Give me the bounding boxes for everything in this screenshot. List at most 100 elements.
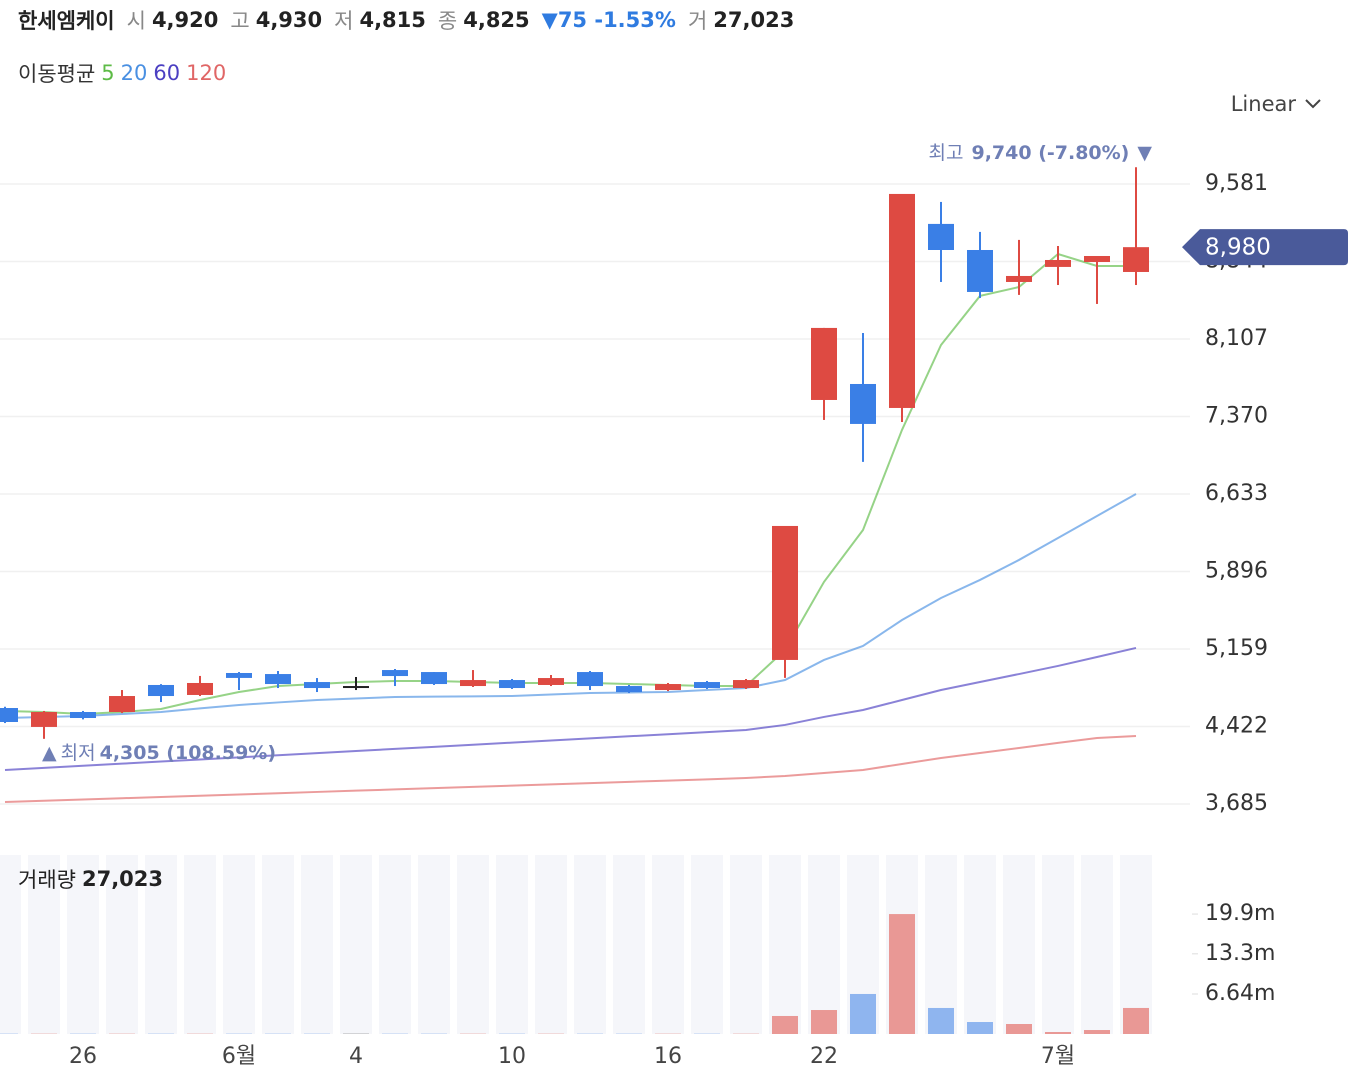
last-price-label: 8,980 [1205, 235, 1271, 261]
volume-bar [928, 1007, 954, 1034]
x-tick-label: 10 [498, 1044, 526, 1069]
annotation-text: 4,305 (108.59%) [100, 741, 276, 763]
volume-stripe [223, 855, 255, 1034]
candle-body [655, 684, 681, 691]
volume-stripe [28, 855, 60, 1034]
volume-stripe [808, 855, 840, 1034]
ma-legend: 이동평균 5 20 60 120 [18, 58, 226, 88]
volume-stripe [262, 855, 294, 1034]
annotation-text: 9,740 (-7.80%) [971, 142, 1129, 164]
candle-body [733, 680, 759, 689]
volume-stripe [184, 855, 216, 1034]
volume-label: 거 [687, 9, 708, 33]
y-tick-label: 5,159 [1205, 636, 1268, 661]
volume-stripe [574, 855, 606, 1034]
candle-body [967, 249, 993, 292]
volume-stripe [1003, 855, 1035, 1034]
y-tick-label: 3,685 [1205, 791, 1268, 816]
close-value: 4,825 [463, 8, 530, 32]
candle-body [109, 696, 135, 713]
volume-bar [1006, 1023, 1032, 1034]
volume-stripe [340, 855, 372, 1034]
y-tick-label: 8,107 [1205, 326, 1268, 351]
x-tick-label: 7월 [1041, 1044, 1075, 1069]
candle-body [538, 678, 564, 685]
volume-stripe [0, 855, 21, 1034]
candle-body [772, 525, 798, 660]
candle-body [31, 712, 57, 727]
close-label: 종 [437, 9, 458, 33]
ma-line [4, 493, 1137, 720]
quote-header: 한세엠케이 시 4,920 고 4,930 저 4,815 종 4,825 ▼7… [18, 4, 800, 36]
candle-body [421, 672, 447, 685]
volume-stripe [457, 855, 489, 1034]
volume-stripe [1120, 855, 1152, 1034]
ma-line [4, 252, 1136, 716]
stock-name: 한세엠케이 [18, 9, 115, 33]
ma-label: 이동평균 [18, 62, 96, 86]
volume-stripe [613, 855, 645, 1034]
x-tick-label: 4 [349, 1044, 363, 1069]
y-tick-label: 5,896 [1205, 559, 1268, 584]
x-tick-label: 6월 [222, 1044, 256, 1069]
candle-body [616, 686, 642, 693]
volume-bar [1045, 1032, 1071, 1034]
candle-body [850, 383, 876, 424]
volume-tick-label: 6.64m [1205, 981, 1275, 1006]
last-price-tag [1182, 229, 1348, 266]
candle-body [304, 682, 330, 689]
candle-body [0, 708, 18, 722]
ma-line [4, 734, 1137, 804]
volume-stripe [145, 855, 177, 1034]
volume-stripe [535, 855, 567, 1034]
chevron [1305, 99, 1321, 109]
scale-toggle[interactable]: Linear [1231, 88, 1322, 120]
candle-body [343, 686, 369, 689]
candle-body [265, 674, 291, 685]
x-tick-label: 16 [654, 1044, 682, 1069]
ma-line [4, 646, 1137, 771]
volume-bar [889, 914, 915, 1034]
low-value: 4,815 [359, 8, 426, 32]
volume-stripe [379, 855, 411, 1034]
volume-stripe [730, 855, 762, 1034]
low-annotation: ▲ 최저 4,305 (108.59%) [42, 741, 276, 763]
candle-body [811, 327, 837, 400]
volume-bar [967, 1022, 993, 1034]
open-label: 시 [126, 9, 146, 33]
candle-body [70, 712, 96, 719]
volume-stripe [301, 855, 333, 1034]
candle-body [1123, 247, 1149, 272]
y-tick-label: 9,581 [1205, 171, 1268, 196]
annotation-text: ▼ [1137, 142, 1152, 164]
candle-body [889, 193, 915, 408]
x-tick-label: 22 [810, 1044, 838, 1069]
volume-legend: 거래량 27,023 [18, 864, 163, 894]
annotation-text: ▲ [42, 741, 57, 763]
candle-body [499, 680, 525, 689]
volume-stripe [418, 855, 450, 1034]
y-tick-label: 4,422 [1205, 714, 1268, 739]
volume-bar [1084, 1030, 1110, 1034]
high-label: 고 [230, 9, 250, 33]
annotation-text: 최저 [61, 741, 96, 763]
volume-tick-label: 19.9m [1205, 901, 1275, 926]
candle-body [1084, 255, 1110, 262]
scale-label[interactable]: Linear [1230, 92, 1296, 116]
ma-legend-item: 60 [153, 61, 181, 85]
volume-stripe [964, 855, 996, 1034]
volume-bar [1123, 1007, 1149, 1034]
volume-stripe [925, 855, 957, 1034]
candle-body [1006, 275, 1032, 282]
x-tick-label: 26 [69, 1044, 97, 1069]
volume-bar [850, 993, 876, 1034]
volume-stripe [652, 855, 684, 1034]
candle-body [928, 223, 954, 250]
candle-body [694, 682, 720, 689]
candle-body [382, 670, 408, 677]
volume-stripe [691, 855, 723, 1034]
volume-stripe [496, 855, 528, 1034]
volume-pane-value: 27,023 [81, 867, 164, 891]
